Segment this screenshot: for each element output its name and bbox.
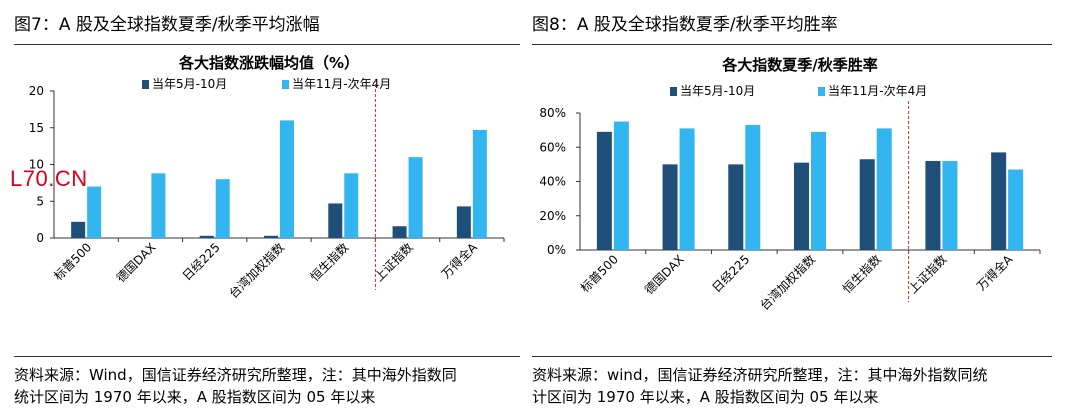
legend-swatch	[282, 80, 289, 89]
category-label: 日经225	[180, 240, 223, 283]
title-rule	[532, 44, 1052, 45]
category-label: 上证指数	[905, 252, 950, 297]
legend-label: 当年11月-次年4月	[828, 84, 927, 98]
y-tick-label: 60%	[539, 140, 566, 154]
bar	[456, 206, 471, 238]
bar	[745, 124, 761, 250]
source-rule	[14, 356, 520, 357]
bar	[991, 152, 1007, 250]
watermark-text: L70.CN	[10, 166, 88, 191]
source-line: 资料来源：wind，国信证券经济研究所整理，注：其中海外指数同统	[532, 366, 988, 384]
legend-swatch	[818, 87, 825, 96]
y-tick-label: 0%	[547, 243, 566, 257]
legend-swatch	[670, 87, 677, 96]
source-line: 资料来源：Wind，国信证券经济研究所整理，注：其中海外指数同	[14, 366, 457, 384]
category-label: 德国DAX	[641, 252, 687, 298]
category-label: 台湾加权指数	[757, 252, 819, 314]
source-rule	[532, 356, 1052, 357]
category-label: 日经225	[709, 252, 752, 295]
chart-title: 各大指数夏季/秋季胜率	[721, 56, 877, 74]
bar	[613, 121, 629, 250]
bar	[472, 129, 487, 238]
category-label: 台湾加权指数	[226, 240, 288, 302]
y-tick-label: 10	[29, 158, 44, 172]
figure-7-panel: 图7：A 股及全球指数夏季/秋季平均涨幅 各大指数涨跌幅均值（%） 当年5月-10…	[14, 0, 520, 418]
category-label: 标普500	[578, 252, 621, 295]
bar	[876, 128, 892, 250]
y-tick-label: 80%	[539, 106, 566, 120]
y-tick-label: 40%	[539, 175, 566, 189]
legend-label: 当年5月-10月	[152, 77, 227, 91]
figure-8-panel: 图8：A 股及全球指数夏季/秋季平均胜率 各大指数夏季/秋季胜率当年5月-10月…	[532, 0, 1052, 418]
bar	[942, 160, 958, 250]
bar	[728, 164, 744, 250]
bar	[328, 203, 343, 238]
chart-title: 各大指数涨跌幅均值（%）	[178, 54, 359, 72]
title-rule	[14, 44, 520, 45]
category-label: 恒生指数	[307, 240, 352, 285]
bar	[1008, 169, 1024, 250]
bar	[662, 164, 678, 250]
bar	[71, 221, 86, 238]
y-tick-label: 5	[36, 194, 44, 208]
bar	[811, 131, 826, 250]
bar	[679, 128, 695, 250]
bar	[151, 173, 166, 238]
bar	[280, 120, 294, 238]
legend-label: 当年5月-10月	[680, 84, 755, 98]
bar	[859, 159, 875, 250]
chart-avg-return: 各大指数涨跌幅均值（%） 当年5月-10月 当年11月-次年4月 0 5 10 15 20 标普…	[29, 54, 505, 302]
y-tick-label: 0	[36, 231, 44, 245]
legend-label: 当年11月-次年4月	[292, 77, 391, 91]
category-label: 万得全A	[973, 251, 1015, 293]
bar	[87, 186, 102, 238]
source-line: 计区间为 1970 年以来，A 股指数区间为 05 年以来	[532, 388, 879, 406]
source-note: 资料来源：Wind，国信证券经济研究所整理，注：其中海外指数同 统计区间为 19…	[14, 364, 457, 408]
category-label: 标普500	[51, 240, 94, 283]
bar	[199, 235, 214, 238]
figure-title: 图8：A 股及全球指数夏季/秋季平均胜率	[532, 15, 838, 35]
source-note: 资料来源：wind，国信证券经济研究所整理，注：其中海外指数同统 计区间为 19…	[532, 364, 987, 408]
legend-swatch	[142, 80, 149, 89]
category-label: 恒生指数	[839, 252, 884, 297]
bar	[408, 157, 423, 238]
y-tick-label: 15	[29, 121, 44, 135]
bar	[392, 226, 407, 238]
category-label: 万得全A	[438, 239, 480, 281]
bar	[794, 162, 809, 250]
y-tick-label: 20	[29, 84, 44, 98]
y-tick-label: 20%	[539, 209, 566, 223]
figure-title: 图7：A 股及全球指数夏季/秋季平均涨幅	[14, 15, 320, 35]
bar	[264, 235, 278, 238]
bar	[344, 173, 359, 238]
bar	[925, 160, 941, 250]
bar	[215, 179, 230, 238]
source-line: 统计区间为 1970 年以来，A 股指数区间为 05 年以来	[14, 388, 376, 406]
bar	[596, 131, 612, 250]
category-label: 上证指数	[371, 240, 416, 285]
category-label: 德国DAX	[113, 240, 159, 286]
